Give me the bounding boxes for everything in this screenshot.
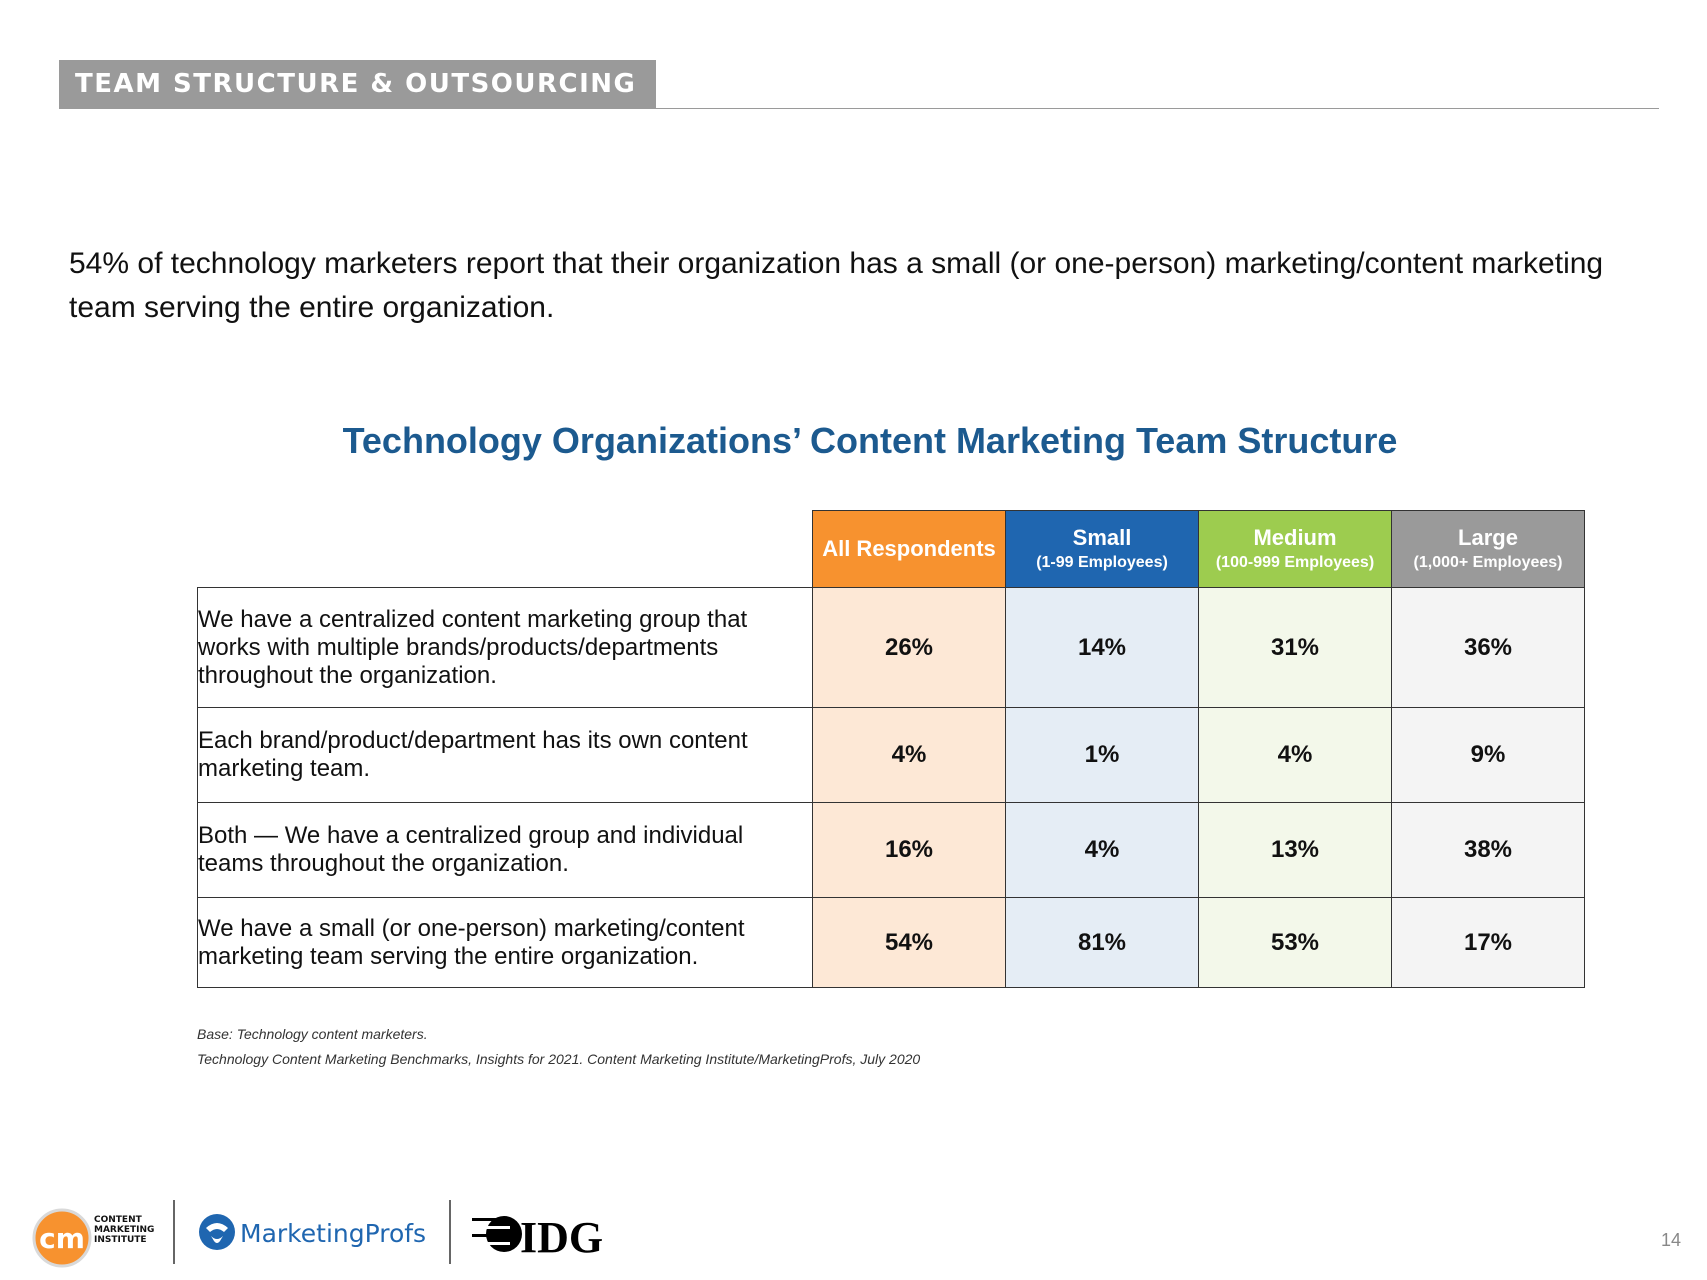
team-structure-table: All Respondents Small (1-99 Employees) M… xyxy=(197,510,1585,988)
cell-all: 4% xyxy=(812,707,1006,803)
column-header-sub: (1-99 Employees) xyxy=(1036,554,1168,571)
row-label: Each brand/product/department has its ow… xyxy=(197,707,813,803)
marketingprofs-wordmark: MarketingProfs xyxy=(240,1219,426,1248)
cell-large: 38% xyxy=(1391,802,1585,898)
cell-small: 4% xyxy=(1005,802,1199,898)
column-header-small: Small (1-99 Employees) xyxy=(1005,510,1199,588)
intro-text: 54% of technology marketers report that … xyxy=(69,247,1604,324)
column-header-all: All Respondents xyxy=(812,510,1006,588)
table-row: Each brand/product/department has its ow… xyxy=(197,707,1585,803)
footnotes: Base: Technology content marketers. Tech… xyxy=(197,1022,920,1072)
column-header-label: Small xyxy=(1072,525,1132,550)
cell-large: 17% xyxy=(1391,897,1585,988)
row-label: Both — We have a centralized group and i… xyxy=(197,802,813,898)
idg-wordmark: IDG xyxy=(520,1213,603,1262)
cmi-initials: cm xyxy=(39,1222,85,1255)
cell-all: 16% xyxy=(812,802,1006,898)
section-label: TEAM STRUCTURE & OUTSOURCING xyxy=(59,60,657,109)
cmi-logo: cm CONTENT MARKETING INSTITUTE xyxy=(32,1208,154,1268)
marketingprofs-logo: MarketingProfs xyxy=(199,1214,426,1250)
column-header-sub: (100-999 Employees) xyxy=(1215,554,1375,571)
base-note: Base: Technology content marketers. xyxy=(197,1026,428,1042)
cell-small: 81% xyxy=(1005,897,1199,988)
column-header-label: Medium xyxy=(1253,525,1337,550)
chart-title: Technology Organizations’ Content Market… xyxy=(342,420,1398,461)
cell-all: 26% xyxy=(812,587,1006,708)
cell-medium: 13% xyxy=(1198,802,1392,898)
cell-medium: 4% xyxy=(1198,707,1392,803)
section-divider xyxy=(59,108,1659,109)
table-row: We have a centralized content marketing … xyxy=(197,587,1585,708)
idg-logo: IDG xyxy=(472,1213,603,1262)
cmi-wordmark-line2: MARKETING xyxy=(94,1225,154,1235)
row-label: We have a small (or one-person) marketin… xyxy=(197,897,813,988)
cell-large: 9% xyxy=(1391,707,1585,803)
cell-small: 14% xyxy=(1005,587,1199,708)
source-note: Technology Content Marketing Benchmarks,… xyxy=(197,1051,921,1067)
row-label: We have a centralized content marketing … xyxy=(197,587,813,708)
cell-all: 54% xyxy=(812,897,1006,988)
cmi-wordmark-line1: CONTENT xyxy=(94,1215,143,1225)
cell-large: 36% xyxy=(1391,587,1585,708)
table-row: We have a small (or one-person) marketin… xyxy=(197,897,1585,988)
partner-logos: cm CONTENT MARKETING INSTITUTE Marketing… xyxy=(32,1200,603,1268)
column-header-large: Large (1,000+ Employees) xyxy=(1391,510,1585,588)
column-header-label: All Respondents xyxy=(822,536,996,561)
column-header-sub: (1,000+ Employees) xyxy=(1413,554,1563,571)
cell-medium: 31% xyxy=(1198,587,1392,708)
table-corner xyxy=(198,511,813,588)
column-header-medium: Medium (100-999 Employees) xyxy=(1198,510,1392,588)
page-number: 14 xyxy=(1660,1230,1681,1250)
cell-small: 1% xyxy=(1005,707,1199,803)
column-header-label: Large xyxy=(1458,525,1518,550)
cell-medium: 53% xyxy=(1198,897,1392,988)
table-row: Both — We have a centralized group and i… xyxy=(197,802,1585,898)
cmi-wordmark-line3: INSTITUTE xyxy=(94,1235,147,1245)
